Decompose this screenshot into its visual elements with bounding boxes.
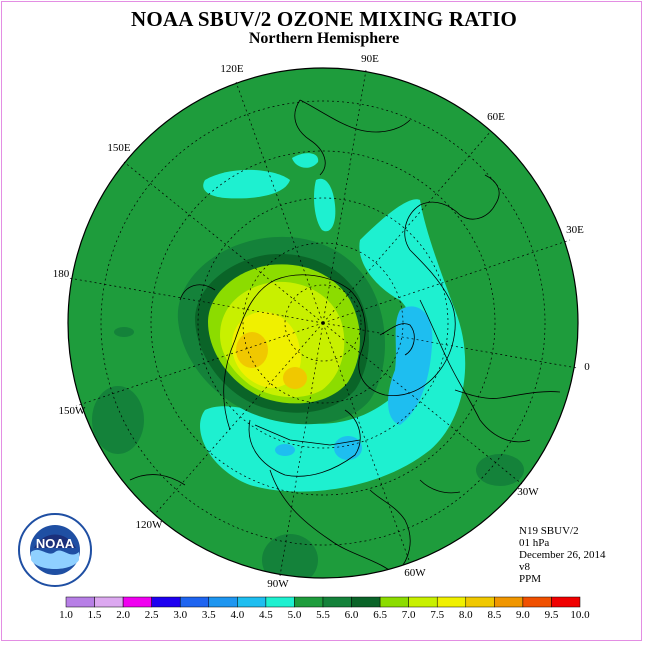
ozone-patch-cyan — [292, 153, 319, 168]
colorbar-tick-label: 7.0 — [402, 609, 416, 621]
longitude-labels: 90E 60E 30E 0 30W 60W 90W 120W 150W 180 … — [53, 53, 591, 590]
colorbar-tick-label: 9.5 — [545, 609, 559, 621]
lon-label-30w: 30W — [517, 486, 539, 498]
disc-outline — [67, 67, 579, 579]
colorbar-tick-label: 1.0 — [59, 609, 73, 621]
lon-label-150e: 150E — [107, 142, 131, 154]
lon-label-60w: 60W — [404, 567, 426, 579]
ozone-patch — [476, 454, 524, 486]
map-title: NOAA SBUV/2 OZONE MIXING RATIO — [131, 7, 517, 31]
colorbar-swatch — [265, 596, 295, 608]
colorbar-swatch — [436, 596, 467, 608]
lon-label-120w: 120W — [136, 519, 164, 531]
colorbar-tick-label: 4.5 — [259, 609, 273, 621]
colorbar-swatch — [322, 596, 352, 608]
info-block: N19 SBUV/2 01 hPa December 26, 2014 v8 P… — [519, 525, 605, 585]
lon-label-0: 0 — [584, 361, 590, 373]
colorbar-tick-label: 8.5 — [487, 609, 501, 621]
colorbar-swatch — [94, 596, 124, 608]
colorbar-swatch — [551, 596, 581, 608]
lon-label-90e: 90E — [361, 53, 379, 65]
info-date: December 26, 2014 — [519, 549, 606, 561]
page-frame — [1, 1, 642, 641]
colorbar-tick-label: 6.5 — [373, 609, 387, 621]
colorbar-swatch — [379, 596, 409, 608]
colorbar-tick-label: 3.0 — [173, 609, 187, 621]
colorbar-tick-label: 8.0 — [459, 609, 473, 621]
info-level: 01 hPa — [519, 537, 550, 549]
info-satellite: N19 SBUV/2 — [519, 525, 579, 537]
colorbar-tick-label: 3.5 — [202, 609, 216, 621]
colorbar-tick-label: 2.5 — [145, 609, 159, 621]
map-subtitle: Northern Hemisphere — [248, 30, 400, 47]
colorbar-tick-label: 5.0 — [288, 609, 302, 621]
colorbar-tick-label: 4.0 — [230, 609, 244, 621]
lon-label-180: 180 — [53, 268, 70, 280]
meridians — [68, 69, 578, 577]
info-units: PPM — [519, 573, 542, 585]
latitude-circles — [100, 100, 546, 546]
ozone-core-8.0 — [283, 367, 307, 389]
ozone-patch — [262, 534, 318, 578]
colorbar-swatch — [522, 596, 552, 608]
noaa-logo-text: NOAA — [36, 536, 75, 551]
colorbar-swatch — [122, 596, 152, 608]
info-version: v8 — [519, 561, 530, 573]
colorbar-swatch — [208, 596, 238, 608]
noaa-logo: NOAA — [18, 513, 92, 587]
colorbar-swatch — [151, 596, 181, 608]
lon-label-60e: 60E — [487, 111, 505, 123]
colorbar-swatch — [294, 596, 324, 608]
colorbar-swatch — [237, 596, 267, 608]
colorbar-swatch — [65, 596, 95, 608]
colorbar-tick-label: 2.0 — [116, 609, 130, 621]
ozone-core-8.0 — [236, 332, 268, 368]
lon-label-150w: 150W — [59, 405, 87, 417]
ozone-patch-blue — [334, 436, 362, 460]
ozone-field — [92, 153, 524, 578]
ozone-patch — [114, 327, 134, 337]
ozone-patch-blue — [275, 444, 295, 456]
lon-label-30e: 30E — [566, 224, 584, 236]
colorbar-tick-label: 10.0 — [570, 609, 590, 621]
ozone-patch — [92, 386, 144, 454]
colorbar-swatch — [179, 596, 210, 608]
colorbar-tick-label: 9.0 — [516, 609, 530, 621]
lon-label-90w: 90W — [267, 578, 289, 590]
colorbar-tick-label: 1.5 — [88, 609, 102, 621]
colorbar-swatch — [408, 596, 438, 608]
colorbar-tick-label: 6.0 — [345, 609, 359, 621]
colorbar-swatch — [494, 596, 524, 608]
colorbar-tick-label: 5.5 — [316, 609, 330, 621]
colorbar-swatch — [465, 596, 495, 608]
lon-label-120e: 120E — [220, 63, 244, 75]
colorbar: 1.0 1.5 2.0 2.5 3.0 3.5 4.0 4.5 5.0 5.5 6.0 6.5 7.0 7… — [59, 596, 590, 621]
colorbar-tick-label: 7.5 — [430, 609, 444, 621]
coastlines — [129, 99, 561, 576]
ozone-patch-cyan — [314, 178, 336, 232]
colorbar-swatch — [351, 596, 381, 608]
ozone-patch-cyan — [203, 169, 290, 199]
